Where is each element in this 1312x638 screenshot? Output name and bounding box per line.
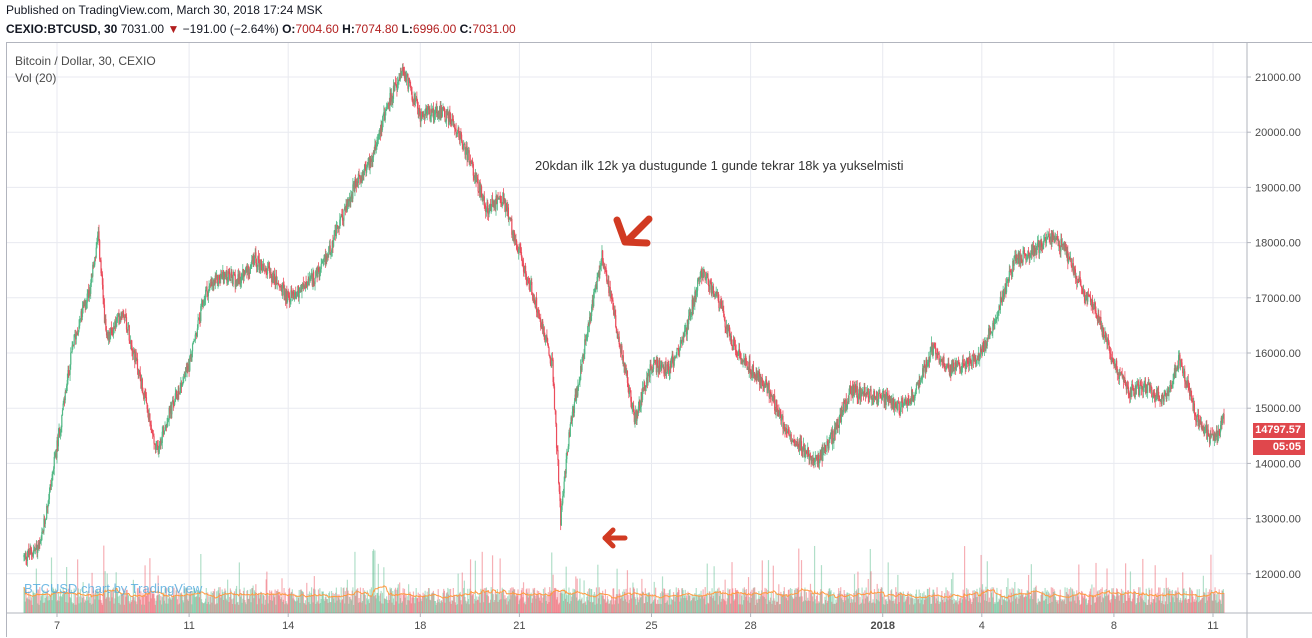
close-value: 7031.00 bbox=[472, 22, 515, 36]
x-tick-label: 18 bbox=[414, 620, 426, 632]
y-tick-label: 13000.00 bbox=[1255, 514, 1301, 526]
low-label: L: bbox=[402, 22, 413, 36]
published-line: Published on TradingView.com, March 30, … bbox=[6, 3, 323, 17]
y-tick-label: 17000.00 bbox=[1255, 293, 1301, 305]
y-tick-label: 14000.00 bbox=[1255, 458, 1301, 470]
x-tick-label: 28 bbox=[744, 620, 756, 632]
arrow-left-icon bbox=[605, 530, 625, 546]
x-tick-label: 14 bbox=[282, 620, 294, 632]
x-tick-label: 8 bbox=[1111, 620, 1117, 632]
chart-legend-title[interactable]: Bitcoin / Dollar, 30, CEXIO bbox=[15, 54, 156, 68]
candle bbox=[703, 267, 704, 278]
candle bbox=[314, 278, 315, 291]
open-label: O: bbox=[282, 22, 295, 36]
x-tick-label: 7 bbox=[54, 620, 60, 632]
close-label: C: bbox=[460, 22, 473, 36]
x-tick-label: 11 bbox=[1207, 620, 1218, 632]
x-tick-label: 11 bbox=[183, 620, 194, 632]
tradingview-watermark[interactable]: BTCUSD chart by TradingView bbox=[24, 581, 202, 596]
y-tick-label: 19000.00 bbox=[1255, 182, 1301, 194]
volume-bars bbox=[23, 546, 1224, 613]
ohlc-bar: CEXIO:BTCUSD, 30 7031.00 ▼ −191.00 (−2.6… bbox=[6, 22, 516, 36]
down-arrow-icon: ▼ bbox=[167, 22, 179, 36]
candle bbox=[642, 381, 643, 402]
time-countdown-badge: 05:05 bbox=[1253, 440, 1305, 455]
candle bbox=[195, 331, 196, 343]
candles bbox=[23, 63, 1224, 567]
candle bbox=[1223, 409, 1224, 425]
volume-bar bbox=[1223, 593, 1224, 613]
volume-legend[interactable]: Vol (20) bbox=[15, 71, 56, 85]
candle bbox=[264, 263, 265, 271]
y-tick-label: 15000.00 bbox=[1255, 403, 1301, 415]
y-tick-label: 21000.00 bbox=[1255, 72, 1301, 84]
change: −191.00 (−2.64%) bbox=[183, 22, 279, 36]
symbol[interactable]: CEXIO:BTCUSD, 30 bbox=[6, 22, 117, 36]
price-chart[interactable]: 12000.00 13000.00 14000.00 15000.00 16000.00… bbox=[7, 43, 1312, 638]
candle bbox=[197, 314, 198, 330]
candle bbox=[463, 140, 464, 151]
candle bbox=[1194, 401, 1195, 420]
y-tick-label: 16000.00 bbox=[1255, 348, 1301, 360]
x-tick-label: 4 bbox=[979, 620, 985, 632]
x-tick-label: 25 bbox=[645, 620, 657, 632]
x-tick-label: 21 bbox=[513, 620, 525, 632]
chart-frame[interactable]: 12000.00 13000.00 14000.00 15000.00 16000.00… bbox=[6, 42, 1312, 637]
candle bbox=[554, 384, 555, 410]
candle bbox=[558, 459, 559, 484]
grid bbox=[7, 43, 1247, 613]
high-label: H: bbox=[342, 22, 355, 36]
low-value: 6996.00 bbox=[413, 22, 456, 36]
y-tick-label: 12000.00 bbox=[1255, 569, 1301, 581]
x-tick-label: 2018 bbox=[870, 620, 894, 632]
y-tick-label: 20000.00 bbox=[1255, 127, 1301, 139]
last-price-badge: 14797.57 bbox=[1253, 423, 1305, 438]
open-value: 7004.60 bbox=[295, 22, 338, 36]
arrow-down-left-icon bbox=[617, 219, 649, 243]
last-price: 7031.00 bbox=[121, 22, 164, 36]
high-value: 7074.80 bbox=[355, 22, 398, 36]
y-tick-label: 18000.00 bbox=[1255, 238, 1301, 250]
annotation-text: 20kdan ilk 12k ya dustugunde 1 gunde tek… bbox=[535, 158, 904, 173]
